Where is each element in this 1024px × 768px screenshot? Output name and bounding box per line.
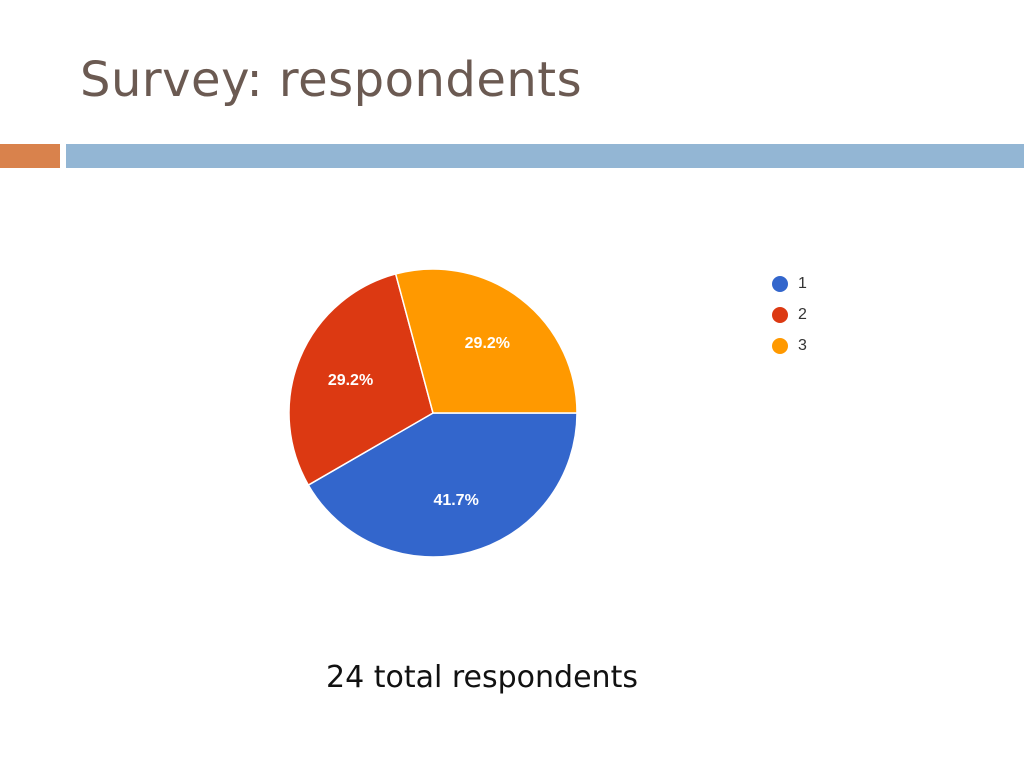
legend-label: 2: [798, 305, 807, 323]
chart-legend: 1 2 3: [772, 268, 807, 361]
pie-slice-1: [307, 412, 578, 558]
pie-slice-label-3: 29.2%: [465, 335, 510, 352]
title-accent-bar-orange: [0, 144, 60, 168]
pie-slice-2: [288, 272, 434, 487]
title-accent-bar-blue: [66, 144, 1024, 168]
legend-item-1: 1: [772, 268, 807, 299]
legend-swatch: [772, 337, 788, 354]
legend-label: 1: [798, 274, 807, 292]
legend-item-3: 3: [772, 330, 807, 361]
pie-chart: 41.7% 29.2% 29.2%: [288, 268, 578, 558]
pie-slice-label-2: 29.2%: [328, 372, 373, 389]
legend-swatch: [772, 306, 788, 323]
legend-item-2: 2: [772, 299, 807, 330]
legend-swatch: [772, 275, 788, 292]
pie-slice-label-1: 41.7%: [433, 492, 478, 509]
pie-slice-3: [394, 268, 578, 414]
legend-label: 3: [798, 336, 807, 354]
respondent-count-caption: 24 total respondents: [326, 660, 638, 695]
slide-title: Survey: respondents: [80, 52, 583, 108]
